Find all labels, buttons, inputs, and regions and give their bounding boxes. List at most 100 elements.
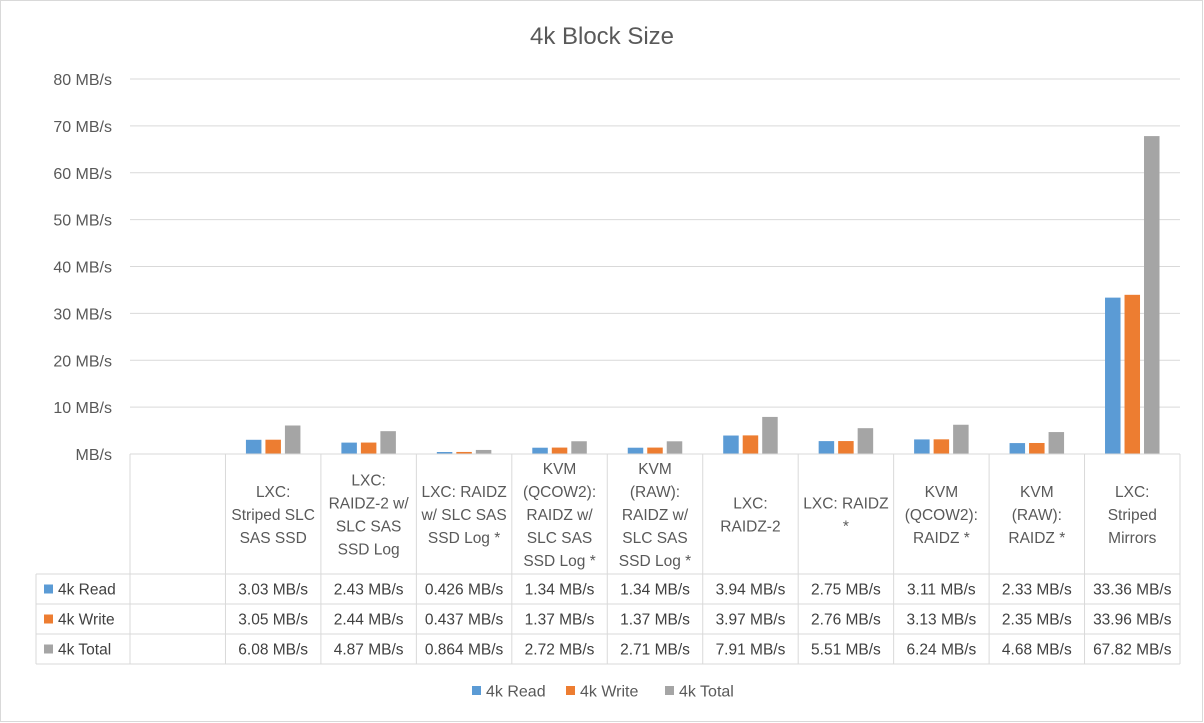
table-legend-key — [44, 584, 53, 594]
category-label-line: RAIDZ w/ — [526, 507, 593, 524]
table-cell-value: 33.96 MB/s — [1093, 612, 1172, 629]
bar — [532, 447, 548, 454]
category-label-line: RAIDZ-2 w/ — [329, 496, 410, 513]
category-label-line: KVM — [543, 461, 577, 478]
bar — [857, 428, 874, 454]
category-label: LXC: RAIDZ-2 w/SLC SAS SSD Log — [329, 473, 410, 559]
table-cell-value: 33.36 MB/s — [1093, 582, 1172, 599]
table-cell-value: 3.94 MB/s — [716, 582, 786, 599]
bar — [265, 439, 281, 454]
table-cell-value: 67.82 MB/s — [1093, 642, 1172, 659]
category-label: LXC: RAIDZ * — [803, 496, 888, 536]
category-label-line: KVM — [1020, 484, 1054, 501]
bar — [360, 442, 377, 454]
bars — [245, 136, 1160, 454]
bar — [456, 451, 472, 454]
bar — [571, 441, 587, 454]
category-label-line: (QCOW2): — [523, 484, 596, 501]
category-label-line: LXC: — [256, 484, 290, 501]
table-cell-value: 3.11 MB/s — [907, 582, 976, 599]
y-tick-label: 40 MB/s — [53, 260, 112, 277]
category-label-line: SSD Log — [338, 542, 400, 559]
table-legend-key — [44, 614, 53, 624]
bar — [933, 439, 950, 454]
bar — [762, 416, 778, 454]
table-cell-value: 6.08 MB/s — [238, 642, 308, 659]
legend-swatch — [472, 686, 481, 695]
bar — [551, 447, 568, 454]
bar — [953, 424, 969, 454]
data-table: LXC: Striped SLC SAS SSD LXC: RAIDZ-2 w/SLC … — [35, 453, 1181, 665]
category-label-line: KVM — [925, 484, 959, 501]
category-label-line: LXC: — [351, 473, 385, 490]
category-label-line: (QCOW2): — [905, 507, 978, 524]
bar — [436, 452, 453, 454]
bar — [1124, 294, 1141, 454]
category-label-line: RAIDZ * — [1008, 530, 1065, 547]
category-label: KVM (QCOW2): RAIDZ w/SLC SAS SSD Log * — [523, 461, 596, 570]
bar — [914, 439, 930, 454]
bar — [284, 425, 301, 454]
category-label-line: w/ SLC SAS — [420, 507, 506, 524]
table-cell-value: 1.34 MB/s — [525, 582, 595, 599]
category-label-line: LXC: — [733, 496, 767, 513]
table-series-name: 4k Read — [58, 582, 116, 599]
table-legend-key — [44, 644, 53, 654]
category-label-line: SAS SSD — [240, 530, 307, 547]
bar — [245, 439, 262, 454]
y-tick-label: MB/s — [76, 447, 112, 464]
table-cell-value: 2.76 MB/s — [811, 612, 881, 629]
bar — [627, 447, 644, 454]
y-tick-label: 60 MB/s — [53, 166, 112, 183]
table-cell-value: 6.24 MB/s — [906, 642, 976, 659]
category-label-line: SSD Log * — [523, 553, 595, 570]
table-cell-value: 3.03 MB/s — [238, 582, 308, 599]
bar — [1048, 432, 1065, 454]
table-cell-value: 3.97 MB/s — [716, 612, 786, 629]
table-cell-value: 3.05 MB/s — [238, 612, 308, 629]
category-label-line: LXC: RAIDZ — [421, 484, 506, 501]
table-cell-value: 0.437 MB/s — [425, 612, 504, 629]
y-tick-label: 50 MB/s — [53, 213, 112, 230]
bar — [666, 441, 683, 454]
table-cell-value: 0.864 MB/s — [425, 642, 504, 659]
table-cell-value: 2.75 MB/s — [811, 582, 881, 599]
bar — [1029, 442, 1045, 454]
category-label: LXC: Striped Mirrors — [1108, 484, 1157, 547]
legend-label: 4k Read — [486, 684, 546, 701]
table-cell-value: 0.426 MB/s — [425, 582, 504, 599]
category-label-line: Mirrors — [1108, 530, 1156, 547]
table-cell-value: 2.44 MB/s — [334, 612, 404, 629]
bar — [723, 435, 739, 454]
category-label-line: Striped SLC — [231, 507, 315, 524]
table-series-name: 4k Write — [58, 612, 115, 629]
chart-title: 4k Block Size — [530, 23, 674, 50]
category-label: KVM (RAW): RAIDZ * — [1008, 484, 1065, 547]
category-label-line: SLC SAS — [527, 530, 592, 547]
category-label: KVM (QCOW2): RAIDZ * — [905, 484, 978, 547]
category-label: LXC: RAIDZ-2 — [720, 496, 780, 536]
category-label: KVM (RAW): RAIDZ w/SLC SAS SSD Log * — [619, 461, 691, 570]
bar — [742, 435, 759, 454]
category-label-line: LXC: — [1115, 484, 1149, 501]
bar — [341, 442, 357, 454]
legend-swatch — [566, 686, 575, 695]
bar — [818, 441, 835, 454]
category-label-line: * — [843, 519, 849, 536]
category-label-line: RAIDZ w/ — [622, 507, 689, 524]
table-cell-value: 4.87 MB/s — [334, 642, 404, 659]
table-cell-value: 1.37 MB/s — [620, 612, 690, 629]
category-label-line: SSD Log * — [619, 553, 691, 570]
category-label-line: (RAW): — [1012, 507, 1062, 524]
table-cell-value: 5.51 MB/s — [811, 642, 881, 659]
y-tick-label: 10 MB/s — [53, 400, 112, 417]
y-tick-label: 80 MB/s — [53, 72, 112, 89]
bar — [1105, 297, 1121, 454]
bar — [475, 449, 492, 454]
y-tick-label: 20 MB/s — [53, 353, 112, 370]
category-label-line: (RAW): — [630, 484, 680, 501]
legend-label: 4k Total — [679, 684, 734, 701]
table-cell-value: 2.43 MB/s — [334, 582, 404, 599]
